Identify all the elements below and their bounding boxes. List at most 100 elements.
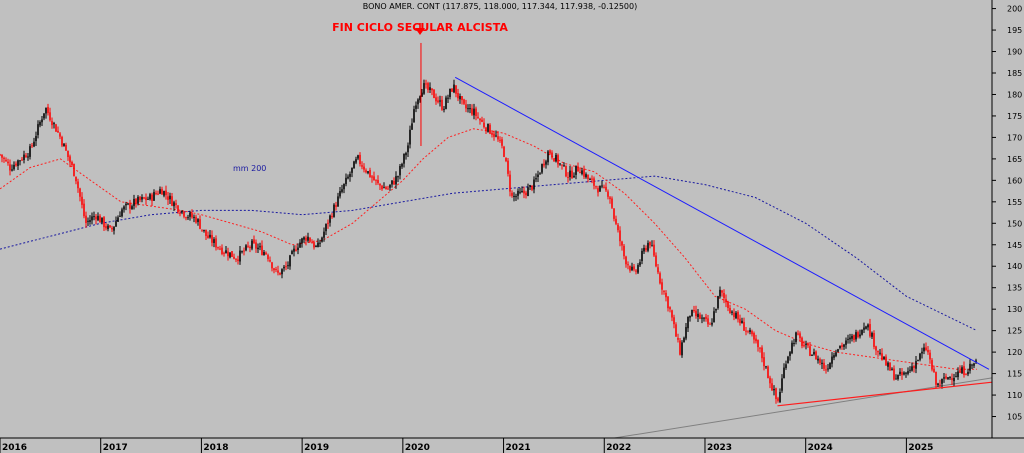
candle-down	[725, 299, 727, 303]
candle-down	[659, 273, 661, 284]
candle-down	[129, 202, 131, 209]
y-tick-label: 160	[1007, 176, 1022, 185]
candle-down	[935, 372, 937, 385]
candle-up	[17, 160, 19, 166]
candle-down	[279, 272, 281, 275]
candle-up	[11, 169, 13, 171]
candle-up	[697, 313, 699, 317]
candle-up	[805, 343, 807, 345]
candle-down	[313, 242, 315, 248]
candle-down	[629, 266, 631, 271]
candle-down	[427, 83, 429, 90]
candle-down	[965, 374, 967, 376]
candle-up	[781, 378, 783, 391]
candle-down	[673, 317, 675, 325]
candle-up	[169, 195, 171, 200]
moving-average-line	[0, 128, 977, 370]
candle-down	[591, 178, 593, 180]
candle-down	[9, 164, 11, 171]
x-tick-label: 2020	[405, 443, 430, 453]
candle-up	[845, 340, 847, 345]
candle-up	[703, 317, 705, 319]
candle-down	[877, 350, 879, 353]
candle-down	[729, 307, 731, 314]
candle-up	[955, 376, 957, 378]
candle-down	[577, 166, 579, 172]
candle-down	[597, 188, 599, 193]
candle-down	[359, 154, 361, 165]
candle-down	[501, 139, 503, 146]
candle-up	[119, 215, 121, 217]
candle-down	[873, 333, 875, 347]
candle-down	[705, 316, 707, 320]
candle-up	[447, 97, 449, 99]
candle-down	[207, 235, 209, 239]
candle-up	[887, 362, 889, 367]
candle-down	[227, 251, 229, 257]
candle-up	[811, 354, 813, 356]
candle-up	[27, 156, 29, 158]
candle-up	[967, 371, 969, 375]
candle-down	[807, 343, 809, 346]
candle-down	[327, 222, 329, 224]
candle-up	[337, 196, 339, 207]
candle-down	[525, 192, 527, 196]
candle-down	[645, 248, 647, 251]
candle-up	[229, 252, 231, 258]
candle-down	[815, 351, 817, 360]
candle-down	[939, 384, 941, 386]
candle-up	[891, 368, 893, 370]
candle-down	[195, 216, 197, 223]
candle-down	[243, 250, 245, 252]
candle-down	[425, 83, 427, 85]
candle-down	[7, 161, 9, 164]
candle-up	[291, 251, 293, 255]
candle-down	[625, 256, 627, 265]
candle-up	[251, 240, 253, 249]
y-tick-label: 110	[1007, 391, 1022, 400]
candle-down	[499, 139, 501, 141]
candle-down	[477, 116, 479, 118]
candle-down	[371, 176, 373, 178]
candle-up	[137, 196, 139, 204]
candle-down	[963, 366, 965, 375]
candle-down	[481, 119, 483, 122]
candle-up	[581, 170, 583, 174]
y-tick-label: 155	[1007, 198, 1022, 207]
candle-up	[343, 183, 345, 190]
candle-up	[63, 143, 65, 147]
candle-down	[727, 301, 729, 309]
candle-down	[925, 347, 927, 351]
candle-down	[709, 323, 711, 325]
candle-down	[551, 152, 553, 158]
candle-down	[205, 229, 207, 236]
candle-down	[145, 197, 147, 201]
candle-down	[235, 258, 237, 260]
candle-up	[307, 236, 309, 241]
candle-up	[323, 231, 325, 238]
candle-up	[691, 309, 693, 317]
candle-up	[949, 377, 951, 379]
candle-down	[767, 366, 769, 379]
candle-down	[617, 224, 619, 231]
candle-up	[325, 223, 327, 232]
candle-down	[571, 170, 573, 178]
candle-up	[153, 192, 155, 201]
candle-up	[289, 255, 291, 267]
candle-down	[71, 162, 73, 165]
ma-200-line	[0, 175, 978, 332]
candle-down	[199, 219, 201, 229]
y-tick-label: 130	[1007, 305, 1022, 314]
candle-down	[491, 132, 493, 135]
candle-down	[435, 97, 437, 102]
candle-down	[237, 259, 239, 261]
candle-up	[831, 356, 833, 364]
candle-up	[123, 206, 125, 210]
candle-up	[19, 160, 21, 162]
candle-down	[25, 155, 27, 158]
candle-up	[519, 191, 521, 193]
candle-down	[61, 136, 63, 146]
candle-down	[463, 99, 465, 104]
candle-up	[547, 151, 549, 163]
candle-up	[91, 216, 93, 221]
